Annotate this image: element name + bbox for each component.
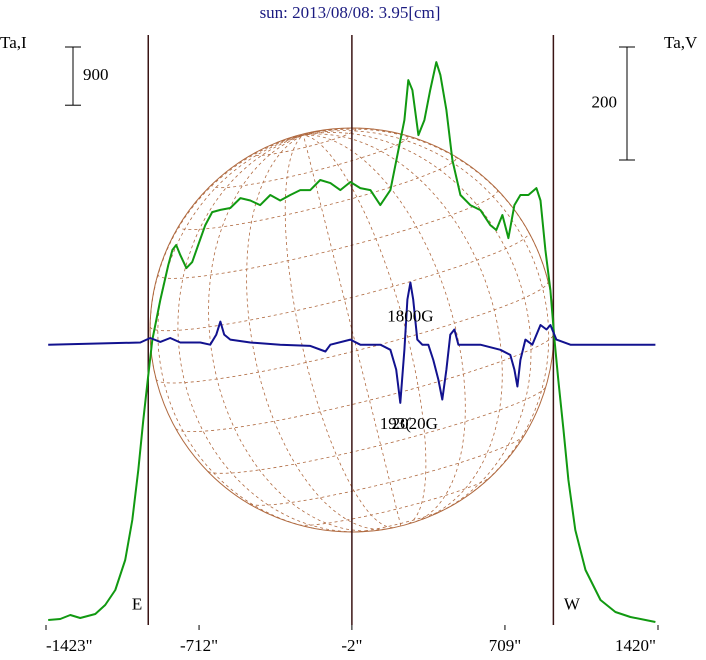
disk-grid-line [208, 134, 379, 532]
disk-grid-line [149, 232, 530, 332]
annotation: E [132, 595, 142, 614]
x-tick-label: 1420" [615, 636, 656, 655]
annotation: W [564, 595, 581, 614]
x-tick-label: -712" [180, 636, 218, 655]
disk-grid-line [175, 334, 555, 432]
disk-grid-line [303, 135, 402, 526]
chart-title: sun: 2013/08/08: 3.95[cm] [260, 3, 441, 22]
disk-grid-line [178, 155, 457, 230]
annotation: 2020G [392, 414, 438, 433]
disk-grid-line [303, 134, 427, 524]
annotation: 1800G [387, 307, 433, 326]
disk-grid-line [276, 134, 304, 143]
annotation: 193( [380, 414, 412, 433]
disk-grid-line [303, 132, 309, 136]
disk-grid-line [149, 134, 304, 379]
disk-grid-line [249, 435, 525, 506]
disk-grid-line [303, 130, 550, 492]
disk-grid-line [303, 134, 466, 522]
disk-grid-line [284, 134, 393, 528]
x-tick-label: -2" [341, 636, 362, 655]
series-line [48, 61, 656, 623]
disk-grid-line [246, 134, 386, 530]
y-axis-label: Ta,I [0, 33, 27, 52]
disk-grid-line [177, 134, 365, 533]
disk-grid-line [157, 134, 320, 530]
x-tick-label: -1423" [46, 636, 93, 655]
solar-disk [149, 127, 555, 533]
disk-grid-line [303, 131, 314, 136]
scale-bar-label: 200 [592, 92, 618, 111]
disk-grid-line [211, 135, 409, 189]
y2-axis-label: Ta,V [664, 33, 698, 52]
disk-grid-line [303, 133, 503, 520]
series-line [48, 281, 656, 404]
disk-grid-line [253, 127, 357, 156]
disk-grid-line [298, 476, 491, 526]
disk-grid-line [303, 128, 549, 282]
scale-bar-label: 900 [83, 65, 109, 84]
disk-grid-line [303, 132, 532, 515]
x-tick-label: 709" [489, 636, 521, 655]
disk-grid-line [353, 508, 446, 533]
disk-grid-line [207, 386, 546, 474]
